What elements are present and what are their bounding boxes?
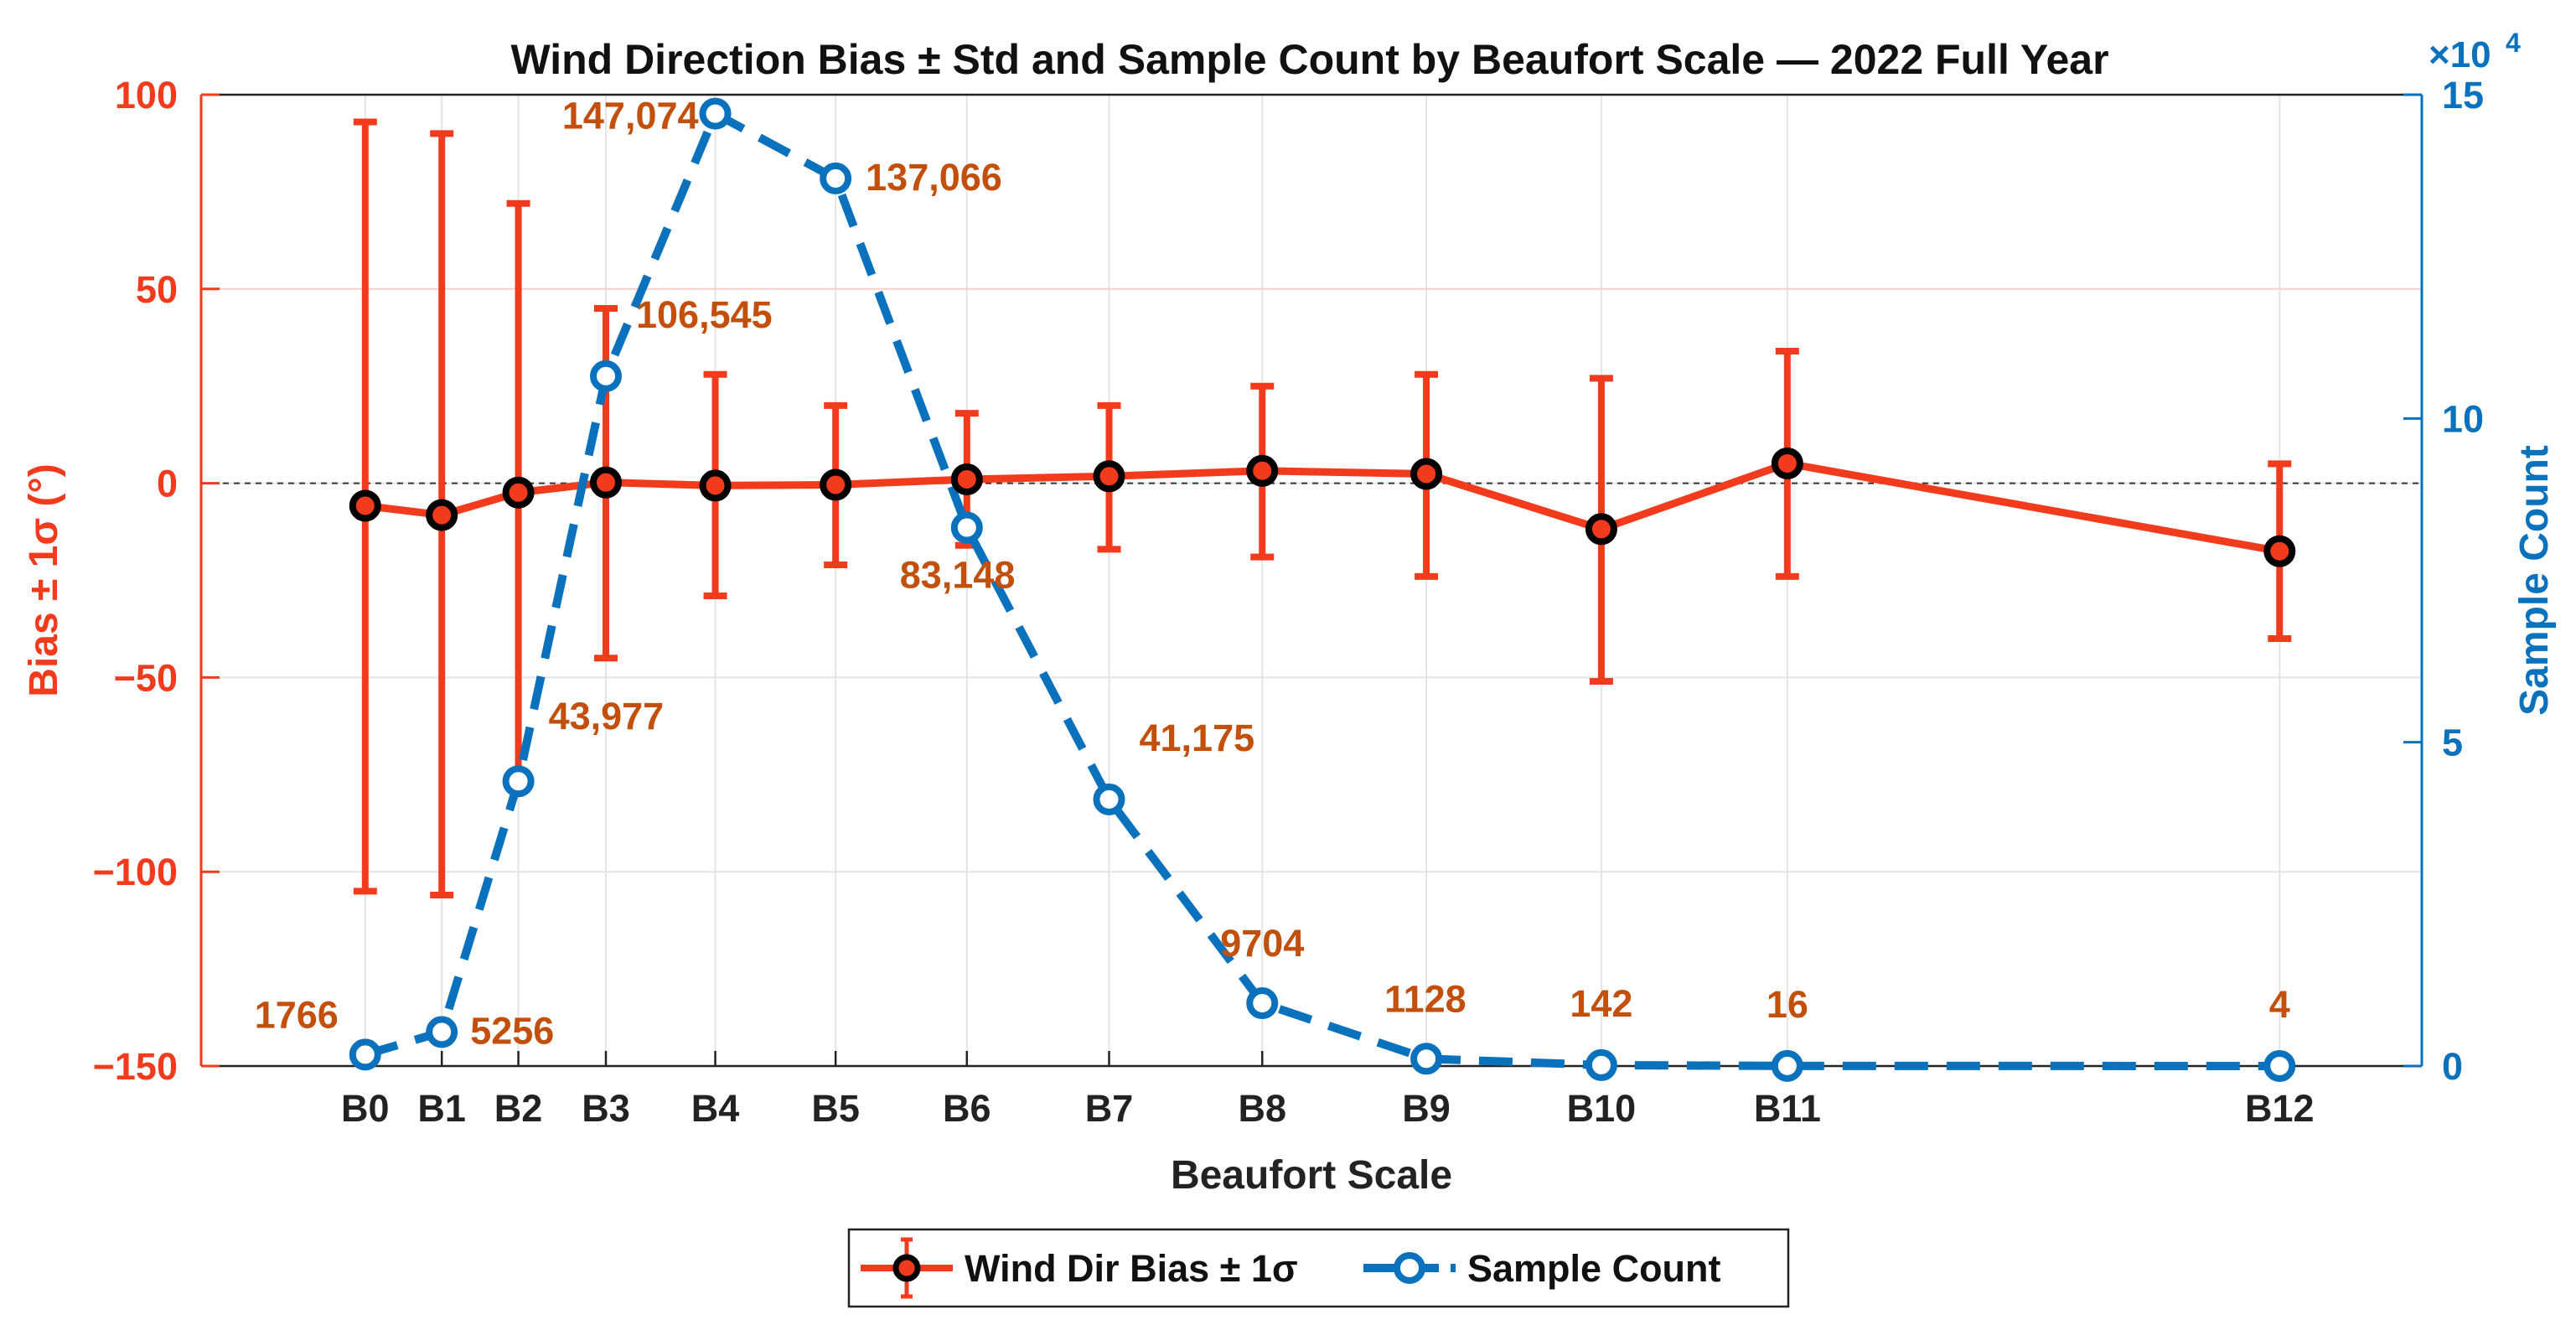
sample-count-point [590,360,623,392]
sample-count-data-label: 147,074 [562,95,699,137]
bias-point [820,468,852,501]
bias-point [590,466,623,499]
sample-count-point [2263,1049,2296,1082]
bias-point [699,469,732,502]
legend-bias-label: Wind Dir Bias ± 1σ [965,1247,1298,1290]
left-tick-label: −150 [93,1045,178,1088]
x-tick-label: B4 [691,1087,740,1130]
right-tick-label: 10 [2442,397,2484,440]
sample-count-data-label: 83,148 [900,554,1016,597]
plot-area: −150 −100 −50 0 50 100 0 5 10 15×10 4 B0 B1 B2 B3 B4 B5 B… [22,28,2557,1198]
legend-count-label: Sample Count [1467,1247,1721,1290]
bias-point [1246,454,1279,487]
bias-point [1771,447,1803,479]
sample-count-point [1771,1049,1803,1082]
sample-count-data-label: 41,175 [1139,717,1254,759]
sample-count-data-label: 106,545 [636,293,773,336]
x-axis-label: Beaufort Scale [1171,1153,1452,1198]
bias-point [1093,460,1125,493]
sample-count-point [349,1038,381,1071]
right-axis-multiplier: ×10 [2429,34,2491,75]
left-tick-label: 0 [157,463,178,505]
x-tick-label: B12 [2245,1087,2315,1130]
x-tick-label: B7 [1085,1087,1134,1130]
sample-count-point [1585,1048,1617,1081]
bias-point [950,463,983,495]
sample-count-point [502,765,535,798]
bias-point [1410,458,1443,490]
right-tick-label: 5 [2442,722,2463,764]
right-tick-label: 15 [2442,74,2484,116]
bias-point [1585,513,1617,546]
bias-point [2263,535,2296,567]
sample-count-point [1410,1043,1443,1075]
legend-count-swatch-marker [1394,1252,1425,1284]
sample-count-data-label: 9704 [1220,922,1304,965]
bias-point [349,489,381,522]
sample-count-point [699,97,732,130]
left-tick-label: 100 [115,74,178,116]
x-tick-label: B5 [811,1087,860,1130]
bias-point [426,499,458,531]
left-tick-label: −50 [114,656,178,699]
x-tick-label: B9 [1402,1087,1451,1130]
x-tick-label: B6 [943,1087,991,1130]
sample-count-data-label: 1128 [1384,977,1466,1020]
x-tick-label: B2 [494,1087,543,1130]
sample-count-data-label: 5256 [470,1009,554,1052]
sample-count-data-label: 16 [1766,983,1808,1026]
x-tick-label: B8 [1238,1087,1286,1130]
sample-count-point [820,162,852,194]
y-axis-label-right: Sample Count [2512,445,2557,716]
y-axis-label-left: Bias ± 1σ (°) [22,463,66,696]
left-tick-label: −100 [93,851,178,893]
chart-title: Wind Direction Bias ± Std and Sample Cou… [510,36,2108,83]
legend-box [847,1228,1790,1308]
sample-count-data-label: 1766 [255,993,339,1036]
sample-count-point [1246,987,1279,1020]
sample-count-data-label: 4 [2269,983,2290,1026]
sample-count-data-label: 142 [1570,982,1632,1025]
sample-count-data-label: 43,977 [549,695,665,738]
x-tick-label: B11 [1754,1087,1821,1130]
legend-bias-swatch-marker [892,1254,921,1282]
x-tick-label: B1 [417,1087,466,1130]
x-tick-label: B3 [582,1087,630,1130]
right-tick-label: 0 [2442,1045,2463,1088]
sample-count-point [426,1016,458,1048]
sample-count-point [1093,783,1125,815]
sample-count-point [950,511,983,544]
sample-count-data-label: 137,066 [866,156,1002,199]
left-tick-label: 50 [136,268,178,311]
x-tick-label: B0 [341,1087,390,1130]
bias-point [502,476,535,509]
x-tick-label: B10 [1567,1087,1637,1130]
right-axis-exponent: 4 [2506,28,2521,58]
legend: Wind Dir Bias ± 1σ Sample Count [847,1228,1790,1308]
